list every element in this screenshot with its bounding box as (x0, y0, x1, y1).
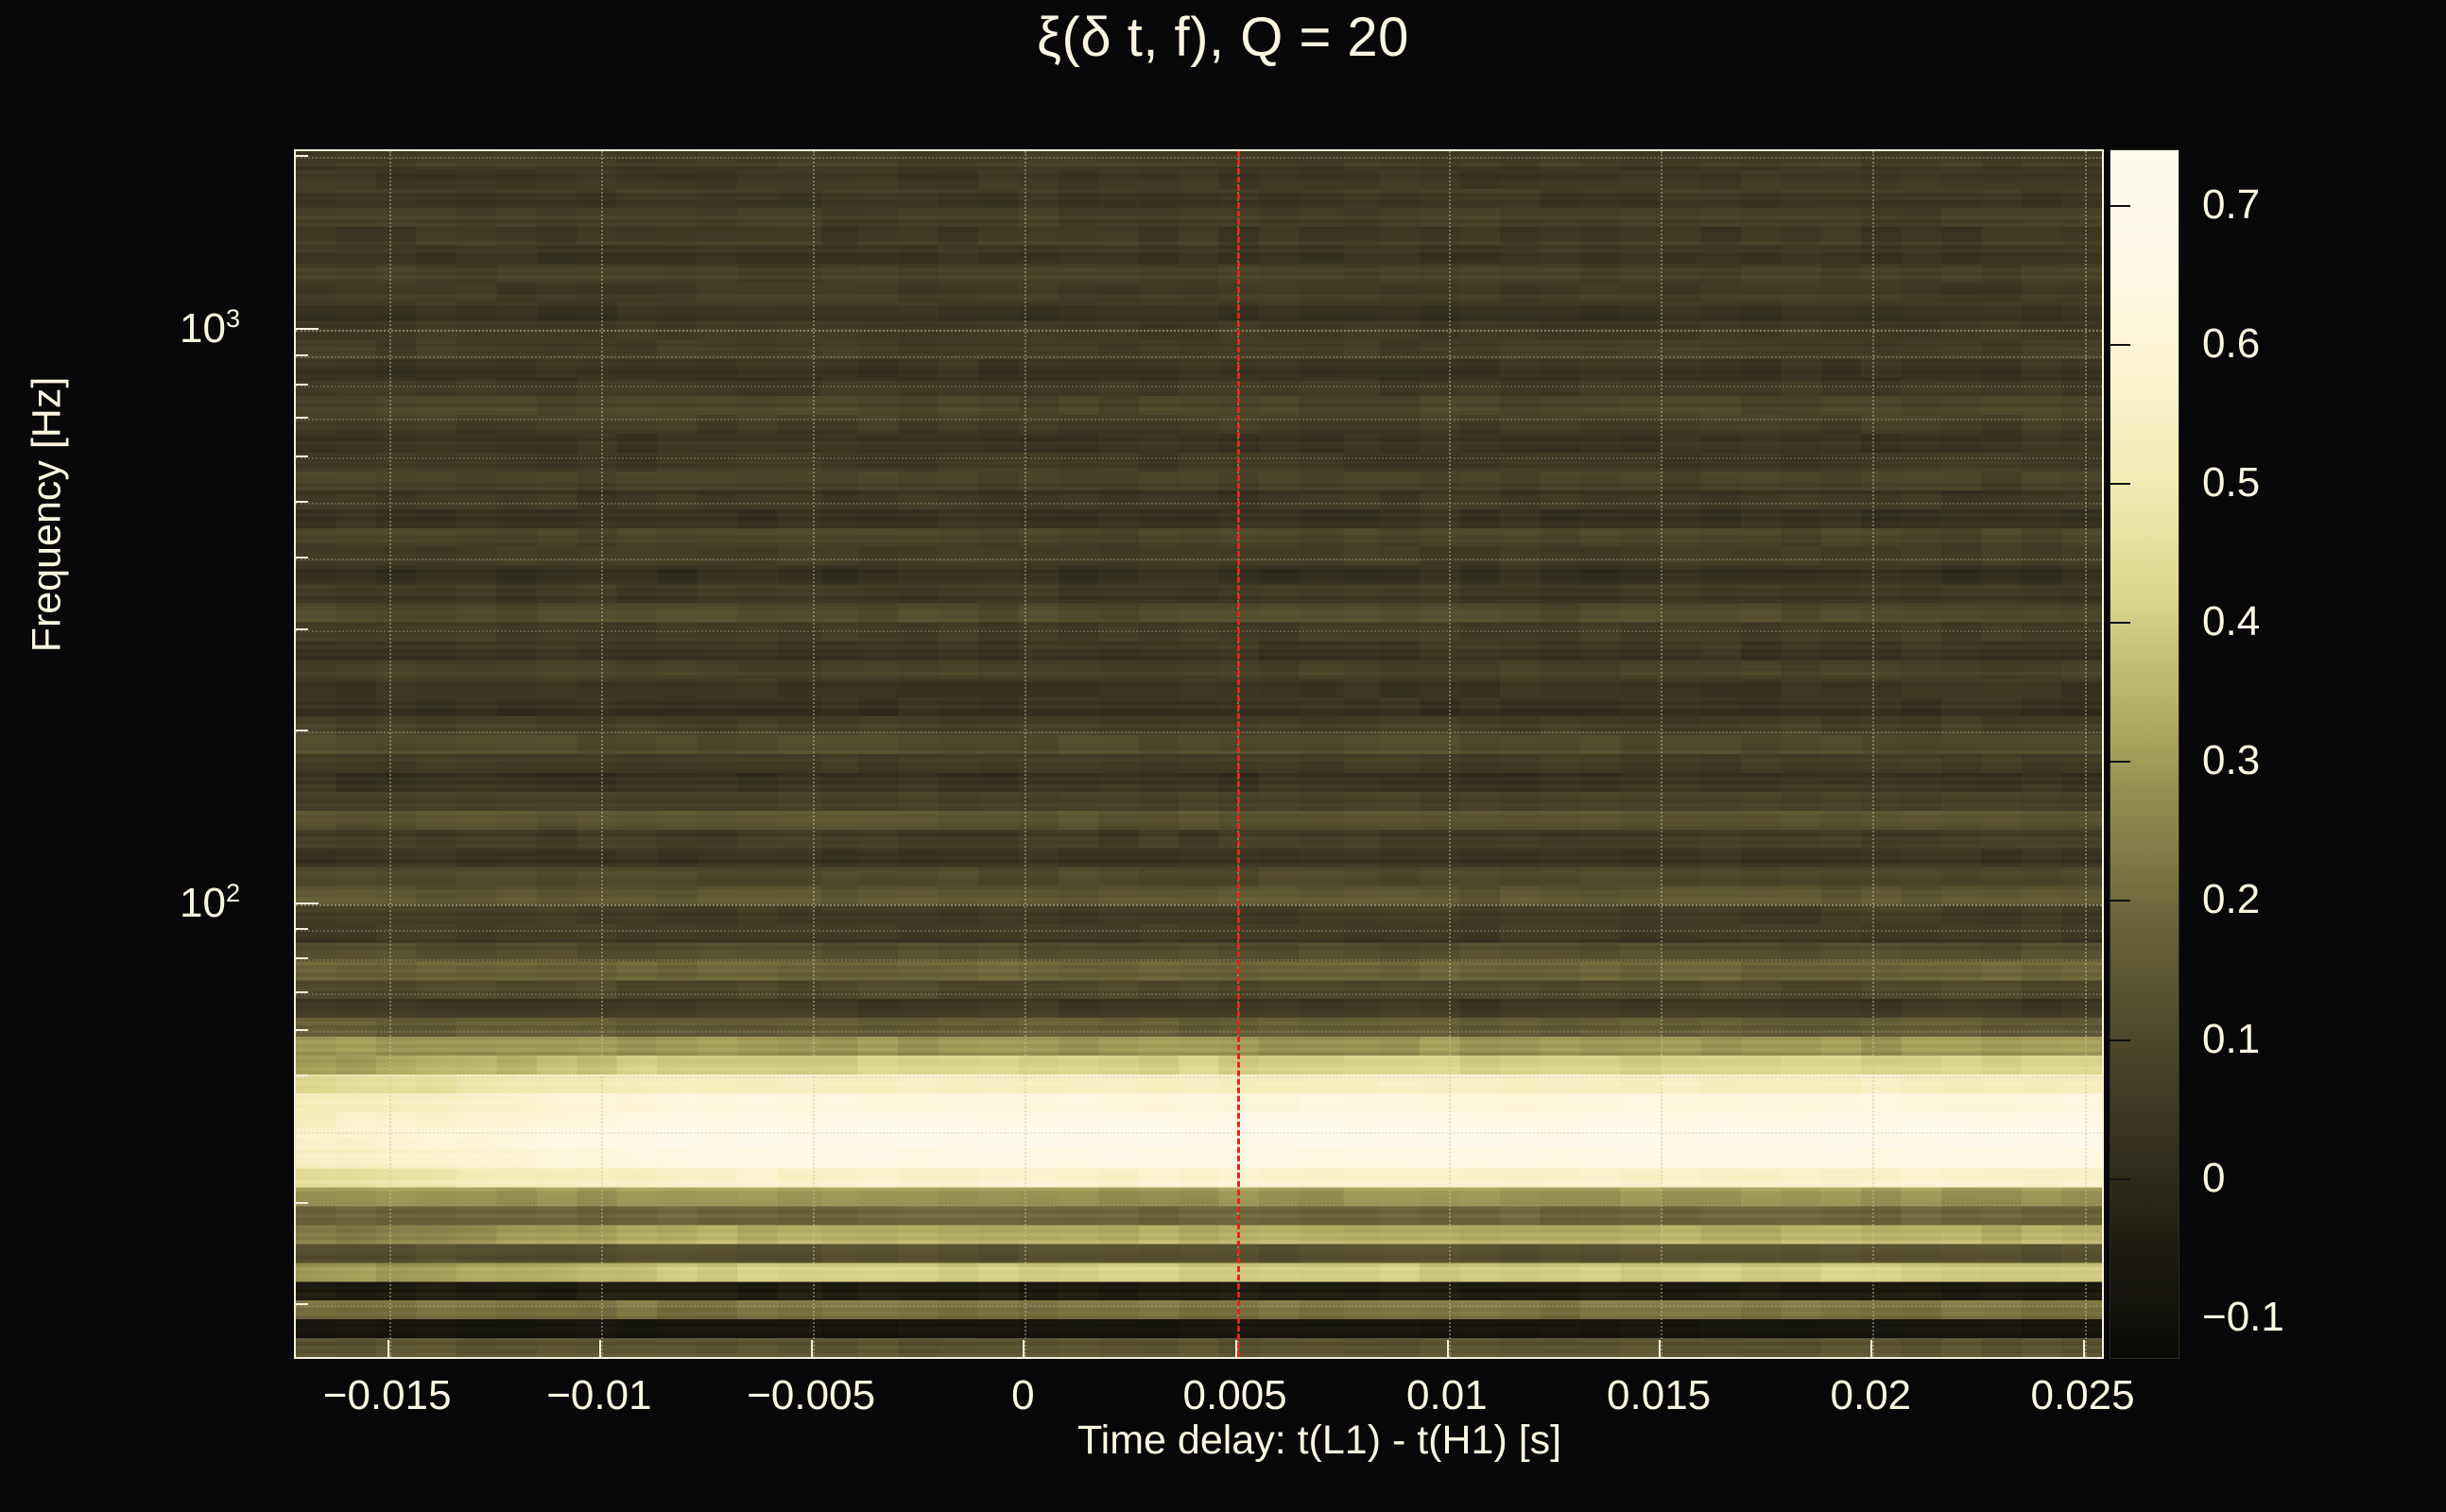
colorbar-tick-mark (2110, 1177, 2130, 1180)
x-tick-mark (387, 1340, 389, 1359)
x-tick-mark (811, 1340, 814, 1359)
y-tick-label: 102 (180, 877, 241, 926)
colorbar-tick-label: 0.4 (2202, 598, 2261, 645)
x-tick-mark (1659, 1340, 1662, 1359)
page-title: ξ(δ t, f), Q = 20 (1037, 7, 1409, 68)
colorbar-tick-label: 0.5 (2202, 459, 2261, 507)
x-tick-label: 0.005 (1182, 1372, 1287, 1418)
y-tick-mark (294, 556, 308, 558)
x-tick-mark (1234, 1340, 1237, 1359)
colorbar-tick-mark (2110, 622, 2130, 625)
colorbar-tick-label: 0.7 (2202, 180, 2261, 228)
heatmap-image (296, 151, 2102, 1357)
colorbar-tick-mark (2110, 1039, 2130, 1041)
y-tick-mark (294, 353, 308, 356)
colorbar-tick-label: 0.3 (2202, 737, 2261, 784)
y-axis-title: Frequency [Hz] (24, 376, 70, 653)
colorbar-tick-mark (2110, 1316, 2130, 1319)
x-tick-label: 0.01 (1406, 1372, 1488, 1418)
y-tick-mark (294, 902, 319, 904)
y-tick-mark (294, 417, 308, 420)
colorbar-tick-mark (2110, 483, 2130, 486)
colorbar-tick-mark (2110, 343, 2130, 346)
y-tick-label: 103 (180, 303, 241, 352)
y-tick-mark (294, 928, 308, 931)
x-tick-label: 0.015 (1607, 1372, 1712, 1418)
y-tick-mark (294, 1130, 308, 1133)
y-tick-mark (294, 383, 308, 386)
x-tick-label: −0.015 (322, 1372, 452, 1418)
x-tick-mark (598, 1340, 601, 1359)
x-tick-label: −0.005 (747, 1372, 876, 1418)
colorbar-gradient (2110, 149, 2179, 1359)
heatmap-plot-area[interactable] (294, 149, 2104, 1359)
x-tick-label: 0.025 (2030, 1372, 2135, 1418)
x-tick-label: 0.02 (1830, 1372, 1912, 1418)
x-axis-title: Time delay: t(L1) - t(H1) [s] (1077, 1418, 1562, 1463)
x-tick-mark (1023, 1340, 1025, 1359)
colorbar-tick-label: 0 (2202, 1154, 2226, 1201)
colorbar-tick-label: 0.2 (2202, 876, 2261, 923)
colorbar-tick-label: −0.1 (2202, 1293, 2284, 1340)
y-tick-mark (294, 957, 308, 960)
x-tick-mark (1870, 1340, 1873, 1359)
colorbar-tick-mark (2110, 761, 2130, 764)
x-tick-mark (2082, 1340, 2085, 1359)
x-tick-label: −0.01 (546, 1372, 652, 1418)
y-tick-mark (294, 729, 308, 731)
y-tick-mark (294, 990, 308, 993)
colorbar-tick-mark (2110, 204, 2130, 207)
y-tick-mark (294, 500, 308, 503)
colorbar-tick-label: 0.6 (2202, 319, 2261, 367)
y-tick-mark (294, 1303, 308, 1306)
y-tick-mark (294, 627, 308, 630)
y-tick-mark (294, 155, 308, 158)
y-tick-mark (294, 1074, 308, 1077)
x-tick-label: 0 (1011, 1372, 1035, 1418)
y-tick-mark (294, 455, 308, 457)
x-tick-mark (1446, 1340, 1449, 1359)
colorbar-tick-label: 0.1 (2202, 1015, 2261, 1062)
y-tick-mark (294, 1029, 308, 1032)
colorbar-tick-mark (2110, 900, 2130, 902)
y-tick-mark (294, 1202, 308, 1205)
y-tick-mark (294, 328, 319, 331)
